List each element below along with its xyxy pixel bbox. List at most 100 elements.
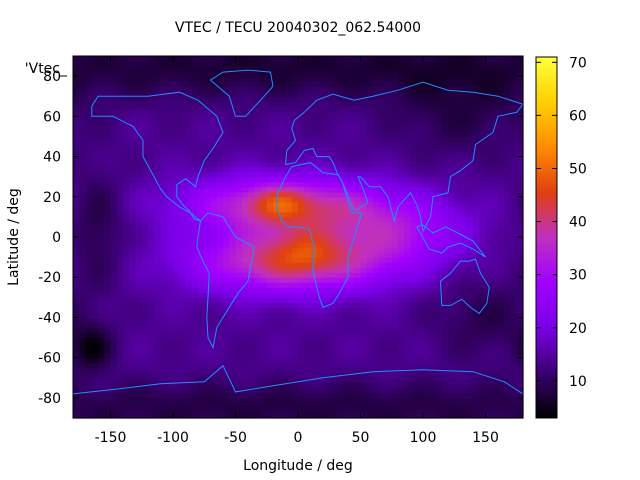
heatmap-cell [266, 322, 274, 329]
heatmap-cell [310, 387, 318, 394]
heatmap-cell [323, 357, 330, 364]
heatmap-cell [179, 287, 187, 293]
heatmap-cell [423, 402, 430, 409]
heatmap-cell [160, 312, 168, 319]
heatmap-cell [129, 322, 137, 329]
heatmap-cell [441, 81, 449, 87]
heatmap-cell [416, 131, 424, 138]
heatmap-cell [473, 402, 480, 409]
heatmap-cell [179, 347, 187, 354]
heatmap-cell [129, 201, 137, 208]
heatmap-cell [129, 272, 137, 278]
heatmap-cell [210, 146, 218, 153]
heatmap-cell [498, 231, 505, 238]
heatmap-cell [135, 141, 143, 148]
heatmap-cell [323, 221, 330, 228]
heatmap-cell [235, 161, 243, 168]
heatmap-cell [135, 357, 143, 364]
heatmap-cell [298, 407, 305, 414]
heatmap-cell [304, 141, 312, 148]
heatmap-cell [416, 287, 424, 293]
heatmap-cell [273, 247, 280, 253]
heatmap-cell [379, 231, 387, 238]
heatmap-cell [366, 282, 374, 288]
heatmap-cell [466, 242, 474, 248]
heatmap-cell [173, 397, 180, 404]
heatmap-cell [135, 292, 143, 298]
heatmap-cell [73, 362, 80, 369]
heatmap-cell [129, 317, 137, 324]
heatmap-cell [116, 196, 124, 203]
heatmap-cell [98, 327, 105, 334]
heatmap-cell [191, 81, 199, 87]
heatmap-cell [104, 337, 112, 344]
heatmap-cell [254, 272, 262, 278]
heatmap-cell [204, 342, 212, 349]
heatmap-cell [360, 221, 368, 228]
heatmap-cell [410, 116, 418, 122]
heatmap-cell [454, 307, 462, 314]
heatmap-cell [379, 156, 387, 163]
heatmap-cell [391, 111, 399, 117]
heatmap-cell [423, 342, 430, 349]
heatmap-cell [110, 337, 118, 344]
heatmap-cell [329, 277, 337, 283]
heatmap-cell [235, 131, 243, 138]
heatmap-cell [173, 412, 180, 419]
heatmap-cell [423, 111, 430, 117]
heatmap-cell [229, 101, 237, 107]
heatmap-cell [366, 392, 374, 399]
heatmap-cell [191, 312, 199, 319]
heatmap-cell [123, 136, 130, 143]
heatmap-cell [129, 357, 137, 364]
heatmap-cell [135, 377, 143, 384]
heatmap-cell [135, 322, 143, 329]
heatmap-cell [416, 231, 424, 238]
heatmap-cell [316, 262, 324, 268]
heatmap-cell [448, 397, 455, 404]
heatmap-cell [473, 377, 480, 384]
heatmap-cell [385, 141, 393, 148]
heatmap-cell [341, 367, 349, 374]
heatmap-cell [485, 156, 493, 163]
heatmap-cell [241, 216, 249, 223]
heatmap-cell [341, 402, 349, 409]
heatmap-cell [323, 382, 330, 389]
heatmap-cell [223, 221, 230, 228]
heatmap-cell [185, 66, 193, 72]
heatmap-cell [160, 186, 168, 193]
heatmap-cell [135, 402, 143, 409]
heatmap-cell [79, 126, 87, 133]
heatmap-cell [123, 352, 130, 359]
heatmap-cell [85, 402, 93, 409]
heatmap-cell [516, 181, 524, 188]
heatmap-cell [510, 156, 518, 163]
heatmap-cell [416, 91, 424, 97]
heatmap-cell [73, 216, 80, 223]
heatmap-cell [310, 312, 318, 319]
heatmap-cell [248, 151, 255, 158]
heatmap-cell [466, 277, 474, 283]
heatmap-cell [204, 136, 212, 143]
heatmap-cell [479, 377, 487, 384]
heatmap-cell [379, 397, 387, 404]
heatmap-cell [379, 242, 387, 248]
heatmap-cell [179, 126, 187, 133]
heatmap-cell [104, 407, 112, 414]
heatmap-cell [385, 231, 393, 238]
heatmap-cell [173, 221, 180, 228]
heatmap-cell [291, 156, 299, 163]
heatmap-cell [498, 387, 505, 394]
heatmap-cell [229, 96, 237, 102]
heatmap-cell [379, 161, 387, 168]
heatmap-cell [260, 146, 268, 153]
heatmap-cell [335, 247, 343, 253]
heatmap-cell [348, 121, 355, 127]
heatmap-cell [416, 342, 424, 349]
heatmap-cell [473, 196, 480, 203]
heatmap-cell [241, 146, 249, 153]
heatmap-cell [216, 342, 224, 349]
heatmap-cell [404, 297, 412, 303]
heatmap-cell [416, 116, 424, 122]
heatmap-cell [91, 277, 99, 283]
